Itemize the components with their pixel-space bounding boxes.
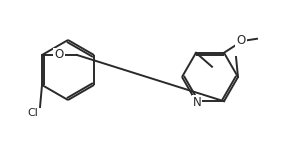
Text: N: N <box>193 96 201 109</box>
Text: O: O <box>237 34 245 47</box>
Text: O: O <box>54 48 64 62</box>
Text: Cl: Cl <box>28 108 39 118</box>
